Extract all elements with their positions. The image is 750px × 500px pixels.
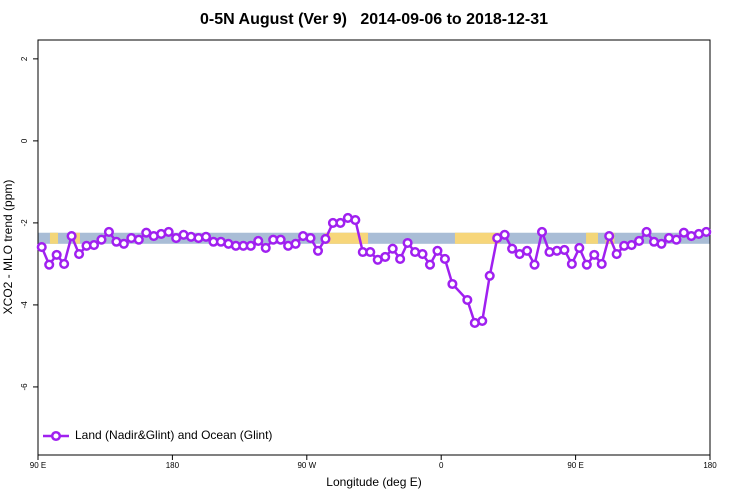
data-point — [200, 231, 212, 242]
surface-band — [38, 232, 710, 244]
data-point — [529, 259, 540, 270]
data-point — [641, 226, 652, 237]
data-point — [484, 270, 495, 281]
data-point — [350, 214, 361, 226]
data-point — [566, 258, 577, 269]
data-point — [365, 246, 376, 258]
y-tick-label: -2 — [20, 219, 29, 227]
data-point — [36, 242, 47, 253]
plot-frame — [37, 39, 711, 456]
data-point — [395, 253, 406, 265]
data-point — [74, 249, 85, 260]
data-point — [387, 243, 398, 254]
data-point — [439, 253, 450, 265]
data-point — [417, 249, 428, 260]
y-axis-title: XCO2 - MLO trend (ppm) — [1, 180, 15, 315]
data-point — [133, 234, 144, 245]
data-point — [312, 245, 324, 256]
data-point — [163, 226, 174, 237]
data-point — [604, 230, 615, 242]
data-point — [290, 238, 301, 249]
data-point — [581, 259, 592, 270]
surface-band-segment — [75, 232, 80, 244]
legend-marker — [50, 430, 62, 442]
data-point — [335, 217, 346, 228]
data-point — [380, 251, 391, 262]
x-axis-title: Longitude (deg E) — [326, 475, 421, 489]
data-point — [574, 242, 585, 253]
data-point — [44, 259, 55, 270]
data-point — [66, 230, 77, 242]
x-tick-label: 180 — [703, 461, 717, 470]
data-point — [589, 249, 600, 260]
data-point — [320, 233, 331, 244]
data-point — [260, 242, 271, 253]
data-point — [634, 235, 645, 246]
data-point — [88, 239, 100, 251]
x-tick-label: 180 — [166, 461, 180, 470]
data-point — [275, 234, 286, 245]
data-point — [103, 226, 114, 237]
data-point — [477, 315, 488, 326]
x-tick-label: 90 W — [297, 461, 316, 470]
data-point — [507, 243, 518, 254]
y-tick-label: 2 — [20, 56, 29, 61]
data-point — [611, 249, 622, 260]
data-point — [596, 258, 607, 269]
data-point — [253, 235, 264, 246]
data-point — [447, 278, 458, 290]
x-tick-label: 90 E — [567, 461, 583, 470]
surface-band-segment — [586, 232, 598, 244]
data-point — [59, 258, 70, 269]
surface-band-segment — [49, 232, 59, 244]
surface-band-segment — [454, 232, 501, 244]
y-tick-label: -6 — [20, 383, 29, 391]
data-point — [432, 245, 443, 256]
legend-label: Land (Nadir&Glint) and Ocean (Glint) — [75, 428, 272, 442]
data-point — [626, 239, 637, 251]
data-point — [96, 234, 107, 245]
data-point — [51, 249, 62, 260]
data-point — [701, 226, 712, 237]
surface-band-segment — [325, 232, 369, 244]
data-point — [671, 234, 682, 245]
data-point — [245, 240, 256, 251]
data-point — [462, 294, 473, 306]
data-point — [559, 244, 570, 256]
data-point — [656, 238, 667, 249]
data-point — [536, 226, 548, 237]
data-point — [402, 237, 413, 249]
y-tick-label: -4 — [20, 301, 29, 309]
x-tick-label: 90 E — [30, 461, 46, 470]
x-tick-label: 0 — [439, 461, 444, 470]
data-point — [522, 245, 533, 256]
y-tick-label: 0 — [20, 138, 29, 143]
chart-title: 0-5N August (Ver 9) 2014-09-06 to 2018-1… — [200, 11, 548, 28]
data-point — [424, 259, 436, 270]
data-point — [118, 238, 129, 249]
data-point — [499, 229, 510, 240]
data-point — [305, 233, 316, 244]
